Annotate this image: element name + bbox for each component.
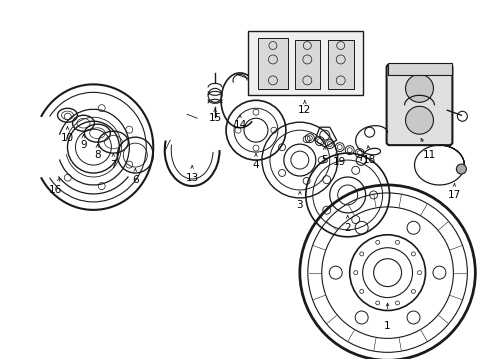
- Text: 15: 15: [208, 113, 221, 123]
- Bar: [387, 63, 451, 75]
- Text: 2: 2: [344, 223, 350, 233]
- Bar: [247, 31, 362, 95]
- Circle shape: [405, 75, 432, 102]
- Text: 5: 5: [321, 155, 327, 165]
- Text: 7: 7: [110, 160, 117, 170]
- Text: 13: 13: [185, 173, 198, 183]
- Text: 1: 1: [384, 321, 390, 332]
- Text: 4: 4: [252, 160, 259, 170]
- Text: 9: 9: [80, 140, 86, 150]
- Text: 12: 12: [298, 105, 311, 115]
- Text: 16: 16: [49, 185, 62, 195]
- Circle shape: [405, 106, 432, 134]
- FancyBboxPatch shape: [386, 64, 451, 145]
- Text: 17: 17: [447, 190, 460, 200]
- Circle shape: [455, 164, 466, 174]
- Text: 18: 18: [362, 155, 375, 165]
- Text: 8: 8: [94, 150, 101, 160]
- Text: 10: 10: [61, 133, 74, 143]
- Bar: [327, 40, 353, 89]
- Bar: [294, 40, 319, 89]
- Bar: [258, 37, 287, 89]
- Text: 11: 11: [422, 150, 435, 160]
- Text: 19: 19: [332, 157, 346, 167]
- Text: 14: 14: [233, 120, 246, 130]
- Text: 3: 3: [296, 200, 303, 210]
- Text: 6: 6: [132, 175, 138, 185]
